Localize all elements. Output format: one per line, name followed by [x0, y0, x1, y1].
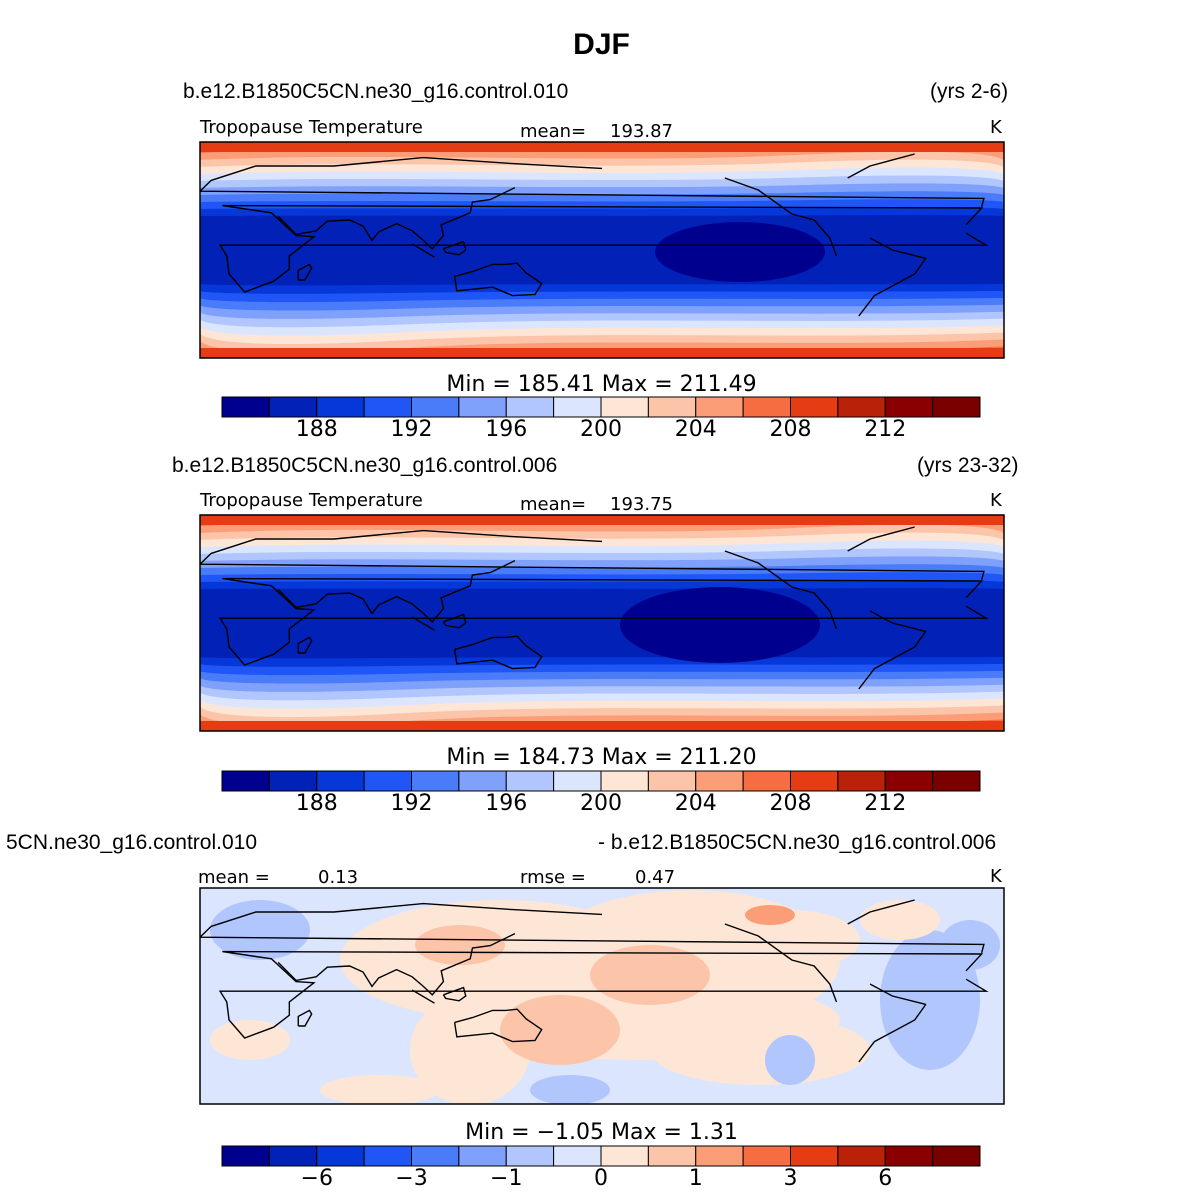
colorbar-box [411, 770, 460, 792]
panel2-case-name: b.e12.B1850C5CN.ne30_g16.control.006 [172, 454, 558, 477]
colorbar-tick-label: 3 [783, 1166, 798, 1191]
panel3-rmse-value: 0.47 [635, 867, 676, 888]
panel2-map [199, 514, 1005, 732]
colorbar-box [268, 396, 318, 418]
colorbar-box [932, 1145, 981, 1167]
colorbar-box [458, 770, 507, 792]
panel1-colorbar [221, 396, 981, 418]
colorbar-tick-label: 204 [674, 417, 717, 442]
colorbar-box [316, 1145, 365, 1167]
colorbar-tick-label: 200 [580, 417, 622, 442]
panel1-mean-value: 193.87 [610, 121, 673, 142]
colorbar-box [363, 396, 412, 418]
figure-title: DJF [573, 28, 630, 61]
colorbar-box [458, 1145, 507, 1167]
colorbar-tick-label: 192 [390, 791, 433, 816]
colorbar-tick-label: −3 [395, 1166, 428, 1191]
colorbar-box [411, 1145, 460, 1167]
colorbar-box [505, 770, 555, 792]
colorbar-box [742, 396, 791, 418]
colorbar-box [553, 396, 602, 418]
panel3-min-max: Min = −1.05 Max = 1.31 [465, 1120, 738, 1145]
panel3-colorbar [221, 1145, 981, 1167]
panel3-units: K [990, 866, 1002, 887]
colorbar-box [363, 770, 412, 792]
colorbar-box [600, 770, 649, 792]
colorbar-tick-label: 196 [485, 791, 528, 816]
colorbar-box [837, 770, 886, 792]
colorbar-box [600, 1145, 649, 1167]
colorbar-box [553, 770, 602, 792]
colorbar-box [884, 1145, 934, 1167]
colorbar-tick-label: 212 [864, 791, 907, 816]
panel1-mean-label: mean= [520, 121, 587, 142]
colorbar-box [505, 396, 555, 418]
panel3-case-name: 5CN.ne30_g16.control.010 [6, 831, 258, 854]
colorbar-tick-label: 0 [594, 1166, 608, 1191]
panel1-min-max: Min = 185.41 Max = 211.49 [446, 372, 757, 397]
colorbar-tick-label: 200 [580, 791, 622, 816]
colorbar-tick-label: −6 [300, 1166, 333, 1191]
panel1-case-name: b.e12.B1850C5CN.ne30_g16.control.010 [183, 80, 569, 103]
colorbar-box [505, 1145, 555, 1167]
panel1-units: K [990, 117, 1002, 138]
colorbar-box [316, 770, 365, 792]
colorbar-box [221, 1145, 270, 1167]
panel1-map [199, 141, 1005, 359]
colorbar-tick-label: 208 [769, 791, 812, 816]
colorbar-box [790, 770, 839, 792]
panel2-mean-label: mean= [520, 494, 587, 515]
colorbar-box [695, 396, 744, 418]
panel2-units: K [990, 490, 1002, 511]
colorbar-tick-label: 208 [769, 417, 812, 442]
colorbar-box [884, 396, 934, 418]
panel3-years: - b.e12.B1850C5CN.ne30_g16.control.006 [598, 831, 997, 854]
panel1-variable: Tropopause Temperature [200, 117, 423, 138]
colorbar-box [553, 1145, 602, 1167]
colorbar-box [837, 1145, 886, 1167]
colorbar-box [742, 770, 791, 792]
colorbar-tick-label: 204 [674, 791, 717, 816]
panel2-years: (yrs 23-32) [917, 454, 1019, 477]
colorbar-tick-label: 6 [878, 1166, 893, 1191]
colorbar-box [221, 770, 270, 792]
colorbar-box [363, 1145, 412, 1167]
panel1-years: (yrs 2-6) [930, 80, 1009, 103]
colorbar-box [458, 396, 507, 418]
colorbar-box [268, 1145, 318, 1167]
colorbar-tick-label: 192 [390, 417, 433, 442]
colorbar-box [790, 1145, 839, 1167]
panel2-mean-value: 193.75 [610, 494, 673, 515]
colorbar-box [695, 1145, 744, 1167]
colorbar-box [221, 396, 270, 418]
colorbar-box [647, 396, 697, 418]
colorbar-tick-label: 188 [295, 791, 338, 816]
colorbar-box [268, 770, 318, 792]
panel3-mean-value: 0.13 [318, 867, 359, 888]
panel2-min-max: Min = 184.73 Max = 211.20 [446, 745, 757, 770]
colorbar-box [411, 396, 460, 418]
colorbar-box [790, 396, 839, 418]
colorbar-box [742, 1145, 791, 1167]
colorbar-tick-label: 1 [688, 1166, 703, 1191]
colorbar-box [932, 770, 981, 792]
colorbar-box [695, 770, 744, 792]
colorbar-tick-label: 188 [295, 417, 338, 442]
colorbar-tick-label: −1 [490, 1166, 523, 1191]
panel2-variable: Tropopause Temperature [200, 490, 423, 511]
colorbar-tick-label: 212 [864, 417, 907, 442]
panel2-colorbar [221, 770, 981, 792]
colorbar-box [600, 396, 649, 418]
panel3-mean-label: mean = [198, 867, 270, 888]
colorbar-box [316, 396, 365, 418]
colorbar-box [647, 770, 697, 792]
colorbar-box [837, 396, 886, 418]
colorbar-tick-label: 196 [485, 417, 528, 442]
colorbar-box [647, 1145, 697, 1167]
colorbar-box [932, 396, 981, 418]
panel3-rmse-label: rmse = [520, 867, 586, 888]
colorbar-box [884, 770, 934, 792]
panel3-map [199, 887, 1005, 1105]
